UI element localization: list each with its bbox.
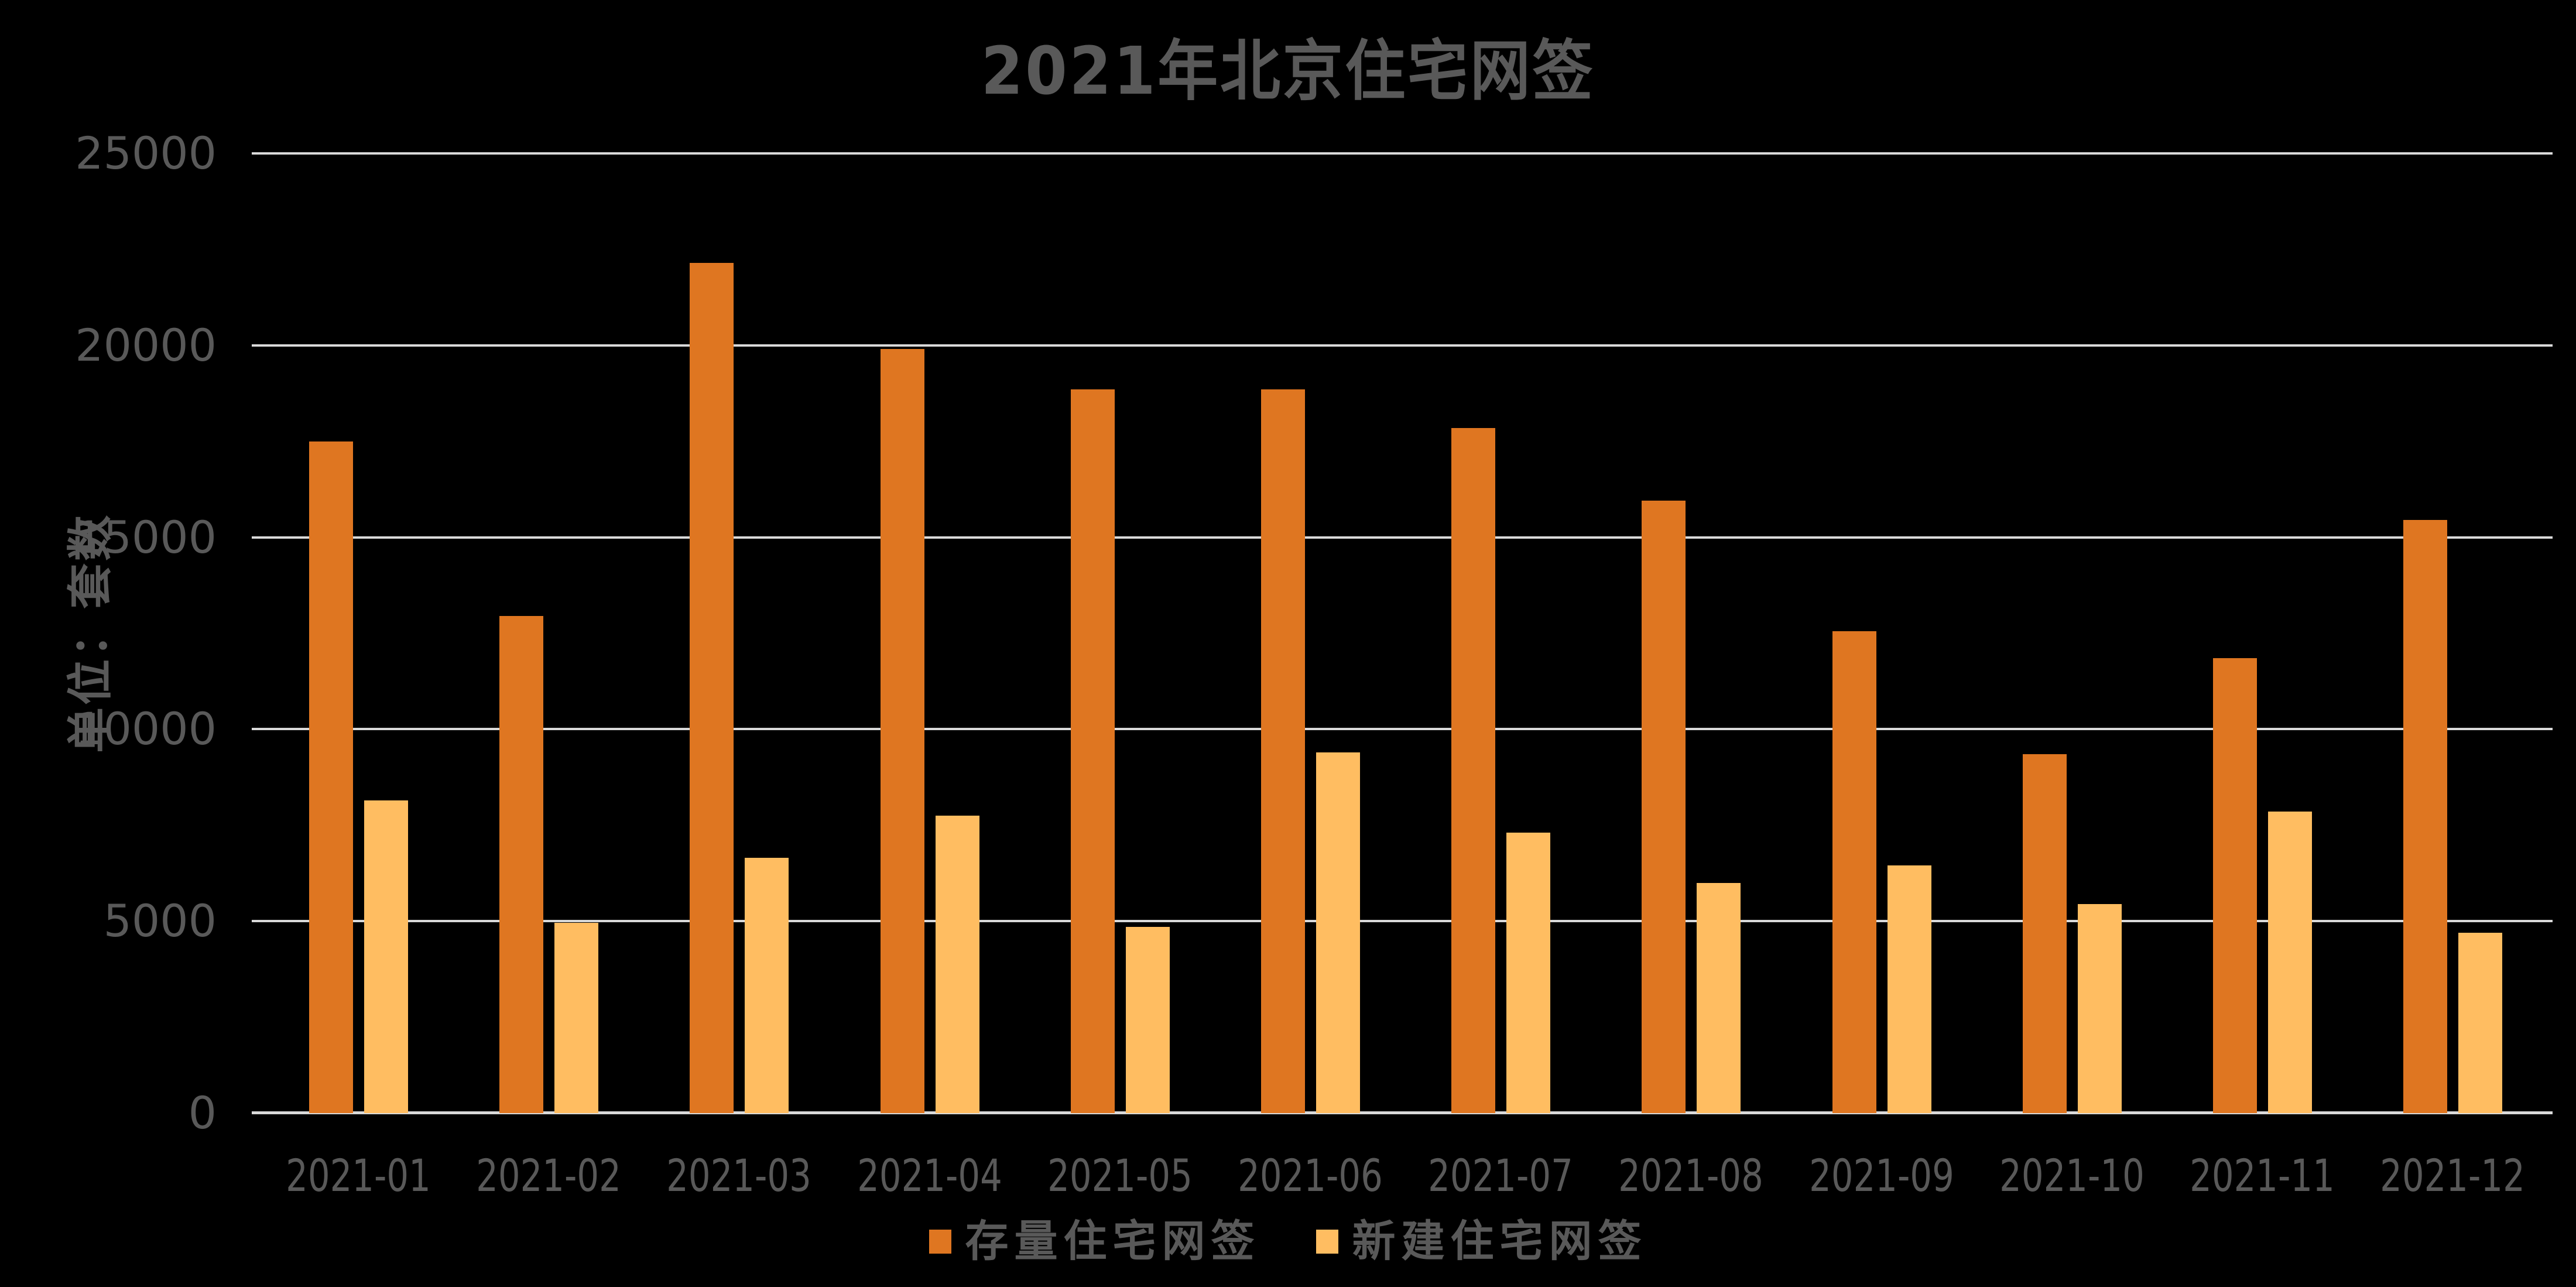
y-tick-label-5000: 5000 [103, 895, 217, 947]
bar-new-homes-2021-03 [745, 858, 789, 1113]
plot-area [252, 152, 2553, 1114]
x-tick-label-2021-05: 2021-05 [1047, 1149, 1193, 1202]
x-tick-label-2021-03: 2021-03 [666, 1149, 812, 1202]
x-tick-label-2021-02: 2021-02 [476, 1149, 622, 1202]
x-axis-line [252, 1111, 2553, 1114]
bar-existing-homes-2021-04 [880, 349, 924, 1113]
bar-new-homes-2021-08 [1697, 882, 1741, 1113]
x-tick-label-2021-04: 2021-04 [857, 1149, 1002, 1202]
bar-new-homes-2021-07 [1506, 833, 1551, 1113]
bar-new-homes-2021-04 [935, 815, 979, 1113]
gridline-10000 [252, 728, 2553, 731]
gridline-15000 [252, 536, 2553, 539]
bar-existing-homes-2021-02 [499, 616, 544, 1113]
y-tick-label-10000: 10000 [75, 703, 217, 755]
y-tick-label-20000: 20000 [75, 319, 217, 371]
legend-swatch-existing-homes [929, 1229, 951, 1254]
bar-new-homes-2021-01 [364, 800, 408, 1113]
bar-new-homes-2021-02 [554, 923, 599, 1113]
bar-existing-homes-2021-07 [1451, 427, 1496, 1113]
x-tick-label-2021-07: 2021-07 [1428, 1149, 1574, 1202]
y-tick-label-15000: 15000 [75, 511, 217, 563]
bar-existing-homes-2021-03 [690, 262, 734, 1113]
legend-label-existing-homes: 存量住宅网签 [965, 1216, 1260, 1267]
bar-new-homes-2021-10 [2077, 903, 2122, 1113]
y-tick-label-0: 0 [188, 1087, 217, 1139]
y-tick-label-25000: 25000 [75, 127, 217, 179]
legend-item-existing-homes: 存量住宅网签 [929, 1217, 1260, 1266]
x-tick-label-2021-12: 2021-12 [2380, 1149, 2526, 1202]
bar-existing-homes-2021-12 [2403, 520, 2448, 1113]
legend: 存量住宅网签 新建住宅网签 [0, 1217, 2576, 1266]
bar-new-homes-2021-05 [1125, 927, 1170, 1113]
x-tick-label-2021-10: 2021-10 [1999, 1149, 2145, 1202]
gridline-5000 [252, 920, 2553, 923]
bar-existing-homes-2021-10 [2022, 754, 2067, 1113]
gridline-25000 [252, 152, 2553, 155]
legend-label-new-homes: 新建住宅网签 [1352, 1216, 1647, 1267]
legend-item-new-homes: 新建住宅网签 [1316, 1217, 1647, 1266]
x-tick-label-2021-08: 2021-08 [1618, 1149, 1764, 1202]
bar-new-homes-2021-09 [1887, 865, 1931, 1113]
chart-title: 2021年北京住宅网签 [981, 33, 1595, 109]
legend-swatch-new-homes [1316, 1229, 1338, 1254]
bar-new-homes-2021-12 [2458, 932, 2503, 1113]
bar-new-homes-2021-06 [1316, 752, 1360, 1113]
x-tick-label-2021-09: 2021-09 [1808, 1149, 1954, 1202]
bar-existing-homes-2021-05 [1070, 389, 1115, 1113]
bar-existing-homes-2021-06 [1261, 389, 1305, 1113]
x-tick-label-2021-11: 2021-11 [2190, 1149, 2335, 1202]
bar-new-homes-2021-11 [2268, 812, 2312, 1113]
bar-existing-homes-2021-01 [309, 441, 353, 1113]
bar-existing-homes-2021-09 [1832, 631, 1876, 1113]
bar-existing-homes-2021-08 [1642, 501, 1686, 1113]
x-tick-label-2021-01: 2021-01 [286, 1149, 431, 1202]
gridline-20000 [252, 344, 2553, 347]
x-tick-label-2021-06: 2021-06 [1238, 1149, 1383, 1202]
bar-existing-homes-2021-11 [2213, 658, 2257, 1113]
